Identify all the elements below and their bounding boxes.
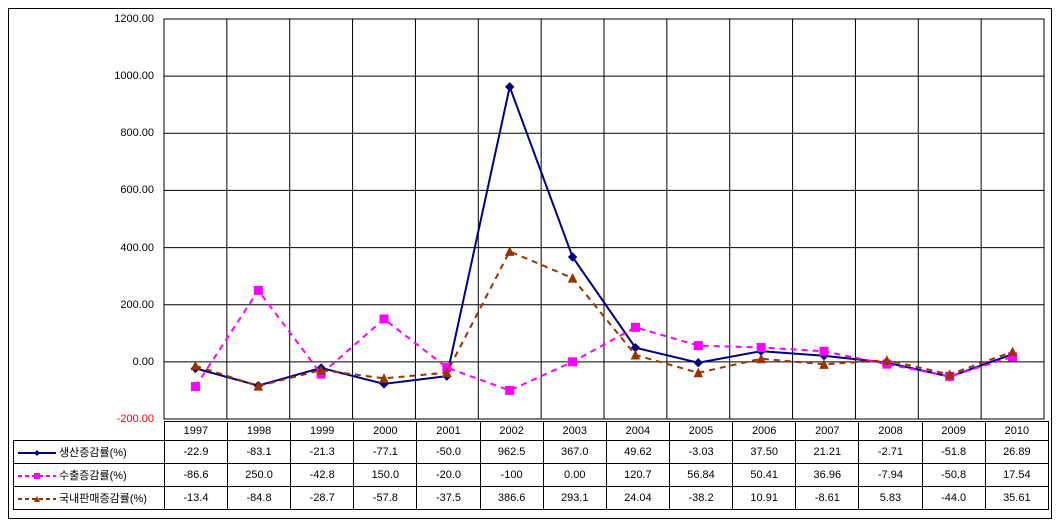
y-tick-label: 800.00 xyxy=(120,127,154,139)
y-tick-label: 1200.00 xyxy=(114,13,154,25)
y-tick-label: 200.00 xyxy=(120,299,154,311)
plot-area xyxy=(164,19,1044,419)
series-marker xyxy=(506,83,514,91)
year-header: 2003 xyxy=(543,422,606,441)
data-cell: 49.62 xyxy=(606,441,669,464)
data-cell: -100 xyxy=(480,464,543,487)
series-marker xyxy=(254,286,262,294)
year-header: 2010 xyxy=(985,422,1048,441)
data-cell: 26.89 xyxy=(985,441,1048,464)
table-row: 생산증감률(%) -22.9-83.1-21.3-77.1-50.0962.536… xyxy=(14,441,1049,464)
data-cell: -38.2 xyxy=(669,487,732,510)
data-cell: 962.5 xyxy=(480,441,543,464)
data-cell: -3.03 xyxy=(669,441,732,464)
series-marker xyxy=(694,342,702,350)
legend-swatch-icon xyxy=(18,494,56,504)
series-marker xyxy=(569,274,577,282)
year-header: 1998 xyxy=(227,422,290,441)
series-marker xyxy=(694,359,702,367)
data-cell: -37.5 xyxy=(417,487,480,510)
series-marker xyxy=(380,315,388,323)
data-cell: 0.00 xyxy=(543,464,606,487)
year-header: 2005 xyxy=(669,422,732,441)
legend-swatch-icon xyxy=(18,448,56,458)
y-tick-label: 600.00 xyxy=(120,184,154,196)
legend-cell: 수출증감률(%) xyxy=(14,464,165,487)
table-header-row: 1997199819992000200120022003200420052006… xyxy=(14,422,1049,441)
series-marker xyxy=(569,358,577,366)
data-cell: -13.4 xyxy=(164,487,227,510)
year-header: 2007 xyxy=(796,422,859,441)
data-cell: -8.61 xyxy=(796,487,859,510)
plot-svg xyxy=(164,19,1044,419)
data-cell: -83.1 xyxy=(227,441,290,464)
legend-swatch-icon xyxy=(18,471,56,481)
data-cell: -50.0 xyxy=(417,441,480,464)
data-cell: -44.0 xyxy=(922,487,985,510)
data-cell: -2.71 xyxy=(859,441,922,464)
data-cell: -77.1 xyxy=(354,441,417,464)
year-header: 2002 xyxy=(480,422,543,441)
year-header: 2000 xyxy=(354,422,417,441)
year-header: 2006 xyxy=(733,422,796,441)
data-cell: 37.50 xyxy=(733,441,796,464)
data-cell: 56.84 xyxy=(669,464,732,487)
data-cell: -42.8 xyxy=(291,464,354,487)
y-tick-label: 400.00 xyxy=(120,242,154,254)
year-header: 2004 xyxy=(606,422,669,441)
table-row: 국내판매증감률(%) -13.4-84.8-28.7-57.8-37.5386.6… xyxy=(14,487,1049,510)
data-cell: -57.8 xyxy=(354,487,417,510)
data-cell: -50.8 xyxy=(922,464,985,487)
data-cell: -51.8 xyxy=(922,441,985,464)
table-row: 수출증감률(%) -86.6250.0-42.8150.0-20.0-1000.0… xyxy=(14,464,1049,487)
data-cell: 21.21 xyxy=(796,441,859,464)
data-cell: 36.96 xyxy=(796,464,859,487)
data-cell: -7.94 xyxy=(859,464,922,487)
chart-container: 1200.00 1000.00 800.00 600.00 400.00 200.00 0.… xyxy=(8,8,1052,519)
series-marker xyxy=(191,383,199,391)
data-cell: -22.9 xyxy=(164,441,227,464)
series-marker xyxy=(820,347,828,355)
series-marker xyxy=(506,386,514,394)
year-header: 1999 xyxy=(291,422,354,441)
y-tick-label: 1000.00 xyxy=(114,70,154,82)
series-name: 수출증감률(%) xyxy=(59,470,127,482)
series-marker xyxy=(506,247,514,255)
data-cell: 293.1 xyxy=(543,487,606,510)
legend-cell: 국내판매증감률(%) xyxy=(14,487,165,510)
data-cell: 120.7 xyxy=(606,464,669,487)
data-cell: 24.04 xyxy=(606,487,669,510)
data-cell: 5.83 xyxy=(859,487,922,510)
data-cell: -86.6 xyxy=(164,464,227,487)
data-cell: -21.3 xyxy=(291,441,354,464)
year-header: 2009 xyxy=(922,422,985,441)
data-cell: 150.0 xyxy=(354,464,417,487)
series-name: 생산증감률(%) xyxy=(59,447,127,459)
year-header: 1997 xyxy=(164,422,227,441)
data-cell: 35.61 xyxy=(985,487,1048,510)
series-name: 국내판매증감률(%) xyxy=(59,493,147,505)
year-header: 2008 xyxy=(859,422,922,441)
legend-header-blank xyxy=(14,422,165,441)
data-table: 1997199819992000200120022003200420052006… xyxy=(13,421,1049,510)
data-cell: 50.41 xyxy=(733,464,796,487)
data-cell: 250.0 xyxy=(227,464,290,487)
series-marker xyxy=(631,323,639,331)
data-cell: -28.7 xyxy=(291,487,354,510)
data-cell: 17.54 xyxy=(985,464,1048,487)
legend-cell: 생산증감률(%) xyxy=(14,441,165,464)
data-cell: -84.8 xyxy=(227,487,290,510)
data-cell: -20.0 xyxy=(417,464,480,487)
data-cell: 367.0 xyxy=(543,441,606,464)
series-marker xyxy=(757,343,765,351)
data-cell: 386.6 xyxy=(480,487,543,510)
data-cell: 10.91 xyxy=(733,487,796,510)
year-header: 2001 xyxy=(417,422,480,441)
y-tick-label: 0.00 xyxy=(133,356,154,368)
y-axis-labels: 1200.001000.00800.00600.00400.00200.000.… xyxy=(9,19,159,419)
